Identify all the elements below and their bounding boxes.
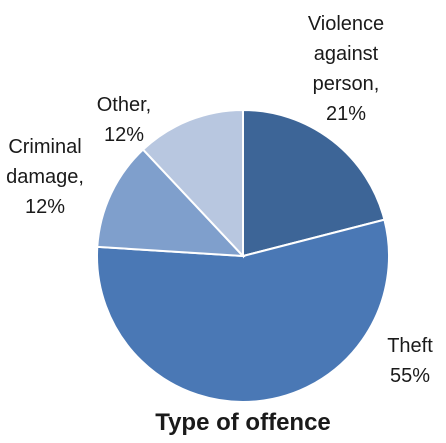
slice-label-line: against [314, 43, 379, 65]
pie-slice-criminal-damage [96, 148, 246, 258]
slice-label-other: Other, 12% [97, 94, 151, 146]
slice-label-line: Theft [387, 335, 433, 357]
slice-label-line: Violence [308, 13, 384, 35]
slice-label-line: Criminal [8, 136, 81, 158]
chart-title: Type of offence [155, 409, 331, 436]
slice-label-theft: Theft 55% [387, 335, 433, 387]
slice-label-line: 12% [104, 124, 144, 146]
slice-label-line: 21% [326, 103, 366, 125]
slice-label-line: 12% [25, 196, 65, 218]
slice-label-line: damage, [6, 166, 84, 188]
slice-label-criminal-damage: Criminal damage, 12% [6, 136, 84, 218]
slice-labels: Violence against person, 21% Theft 55% Crimina… [6, 13, 433, 387]
slice-label-line: Other, [97, 94, 151, 116]
slice-label-line: person, [313, 73, 380, 95]
slice-label-line: 55% [390, 365, 430, 387]
slice-label-violence-against-person: Violence against person, 21% [308, 13, 384, 125]
pie-slice-theft [96, 218, 390, 403]
pie-slices [96, 108, 390, 403]
pie-slice-other [141, 108, 244, 259]
pie-slice-violence-against-person [242, 108, 386, 258]
